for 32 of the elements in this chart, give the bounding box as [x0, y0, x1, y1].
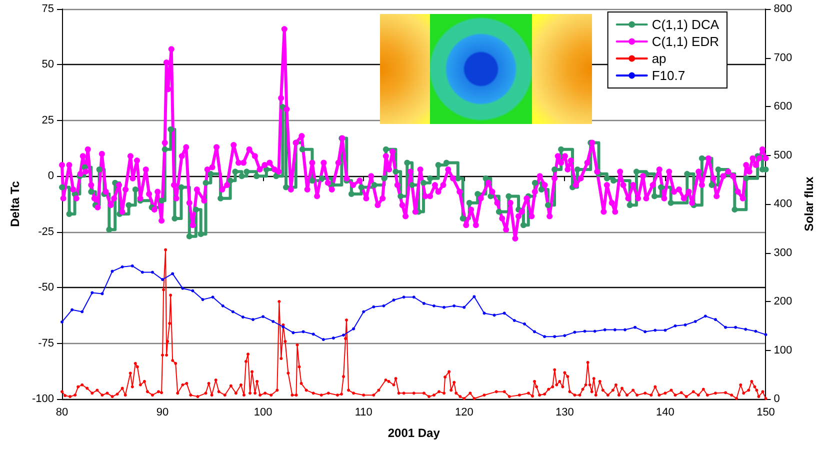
y-tick-label: 0	[48, 170, 54, 182]
legend-label: F10.7	[652, 68, 686, 83]
legend-label: ap	[652, 51, 666, 66]
y2-tick-label: 700	[774, 52, 792, 64]
x-tick-label: 120	[454, 406, 474, 418]
x-tick-label: 110	[354, 406, 372, 418]
y-tick-label: 25	[42, 114, 54, 126]
y-tick-label: 50	[42, 58, 54, 71]
x-tick-label: 100	[254, 406, 272, 418]
y2-axis-title: Solar flux	[802, 176, 816, 232]
y-tick-label: -25	[38, 226, 54, 238]
y2-tick-label: 800	[774, 3, 792, 15]
y-tick-label: -75	[38, 337, 54, 350]
y-tick-label: 75	[42, 3, 54, 15]
legend-label: C(1,1) EDR	[652, 34, 720, 49]
x-tick-label: 80	[56, 406, 68, 418]
x-tick-label: 130	[555, 406, 574, 418]
x-axis-title: 2001 Day	[388, 426, 440, 440]
y2-tick-label: 100	[774, 344, 792, 356]
y-tick-label: -100	[32, 393, 54, 405]
x-tick-label: 150	[756, 406, 775, 418]
x-tick-label: 140	[656, 406, 674, 418]
y2-tick-label: 200	[774, 296, 792, 308]
legend-label: C(1,1) DCA	[652, 17, 720, 32]
x-tick-label: 90	[156, 406, 169, 418]
y-axis-title: Delta Tc	[8, 180, 22, 227]
y2-tick-label: 600	[774, 100, 792, 112]
y2-tick-label: 300	[774, 246, 792, 259]
y-tick-label: -50	[38, 282, 54, 294]
y2-tick-label: 400	[774, 198, 792, 210]
y2-tick-label: 500	[774, 149, 792, 162]
y2-tick-label: 0	[774, 393, 780, 405]
